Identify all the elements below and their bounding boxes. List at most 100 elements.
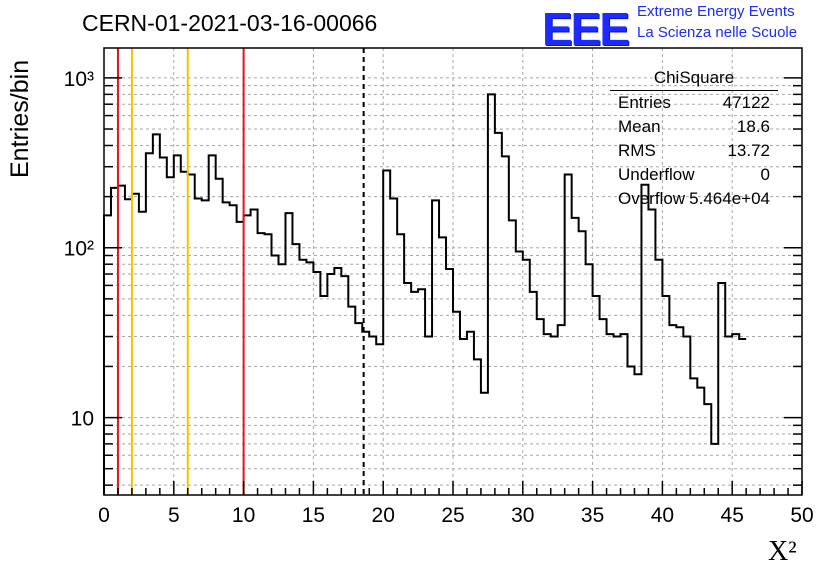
histogram-bin [607,334,614,495]
histogram-bin [223,202,230,495]
x-tick-label: 40 [651,504,674,527]
histogram-bin [369,337,376,495]
histogram-bin [530,292,537,495]
histogram-bin [383,170,390,495]
histogram-bin [641,185,648,495]
stats-label: Mean [618,117,661,136]
histogram-bin [634,374,641,495]
histogram-bin [593,296,600,495]
histogram-bin [174,155,181,495]
histogram-bin [453,312,460,495]
histogram-bin [132,194,139,495]
stats-label: RMS [618,141,656,160]
eee-logo: EEE [542,3,630,55]
histogram-bin [600,319,607,495]
stats-box: ChiSquare Entries 47122 Mean 18.6 RMS 13… [610,66,778,211]
histogram-bin [544,334,551,495]
histogram-bin [146,153,153,495]
histogram-bin [334,268,341,495]
x-tick-label: 0 [98,504,110,527]
histogram-bin [662,296,669,495]
histogram-bin [188,174,195,495]
histogram-bin [614,337,621,495]
histogram-bin [509,220,516,495]
stats-label: Underflow [618,165,695,184]
histogram-bin [628,366,635,495]
histogram-bin [279,264,286,495]
histogram-bin [648,209,655,495]
histogram-bin [739,339,746,495]
stats-row-overflow: Overflow 5.464e+04 [610,187,778,211]
axis-tick-labels: 0 5 10 15 20 25 30 35 40 45 50 10 10² 10³ [64,68,814,527]
histogram-bin [432,200,439,495]
stats-value: 0 [760,165,770,184]
stats-value: 13.72 [727,141,770,160]
histogram-bin [125,199,132,495]
reference-lines [116,48,365,495]
histogram-bin [160,157,167,495]
histogram-bin [348,307,355,495]
histogram-bin [202,200,209,495]
histogram-bin [299,260,306,495]
histogram-bin [425,337,432,495]
x-tick-label: 20 [372,504,395,527]
histogram-bin [655,260,662,495]
histogram-bin [676,327,683,495]
histogram-outline [103,93,747,495]
stats-title: ChiSquare [610,66,778,91]
histogram-bin [711,444,718,495]
stats-row-rms: RMS 13.72 [610,139,778,163]
x-tick-label: 10 [232,504,255,527]
histogram-bin [306,262,313,495]
histogram-bin [397,234,404,495]
histogram-bin [181,172,188,495]
x-tick-label: 5 [168,504,180,527]
stats-value: 5.464e+04 [689,189,770,208]
stats-row-underflow: Underflow 0 [610,163,778,187]
stats-row-mean: Mean 18.6 [610,115,778,139]
histogram-bin [481,393,488,495]
logo-line-2: La Scienza nelle Scuole [637,24,798,41]
stats-label: Entries [618,93,671,112]
histogram-bin [244,215,251,495]
histogram-bin [285,213,292,495]
stats-value: 47122 [722,93,770,112]
histogram-bin [341,276,348,495]
stats-value: 18.6 [736,117,770,136]
x-tick-label: 45 [721,504,744,527]
histogram-bin [209,155,216,495]
histogram-bin [355,323,362,495]
histogram-bin [251,209,258,495]
histogram-bin [411,292,418,495]
histogram-bin [467,332,474,495]
histogram-bin [718,283,725,495]
histogram-bin [237,222,244,495]
histogram-bin [460,339,467,495]
histogram-bin [488,94,495,495]
y-tick-label: 10 [71,408,94,431]
histogram-bin [551,337,558,495]
histogram-bin [495,133,502,495]
histogram-bin [565,174,572,495]
histogram-bin [292,244,299,495]
histogram-bin [418,289,425,495]
histogram-bin [265,234,272,495]
axis-ticks [103,77,803,495]
histogram-bars [103,93,747,495]
histogram-bin [230,205,237,495]
histogram-bin [195,198,202,495]
histogram-bin [390,198,397,495]
x-tick-label: 50 [790,504,813,527]
y-axis-label: Entries/bin [6,59,34,178]
y-tick-label: 10² [64,238,94,261]
histogram-bin [537,319,544,495]
x-tick-label: 25 [441,504,464,527]
chart-title: CERN-01-2021-03-16-00066 [82,10,378,36]
histogram-bin [516,252,523,495]
histogram-bin [118,186,125,495]
logo-line-1: Extreme Energy Events [637,3,795,20]
histogram-bin [104,215,111,495]
x-tick-label: 35 [581,504,604,527]
x-tick-label: 15 [302,504,325,527]
